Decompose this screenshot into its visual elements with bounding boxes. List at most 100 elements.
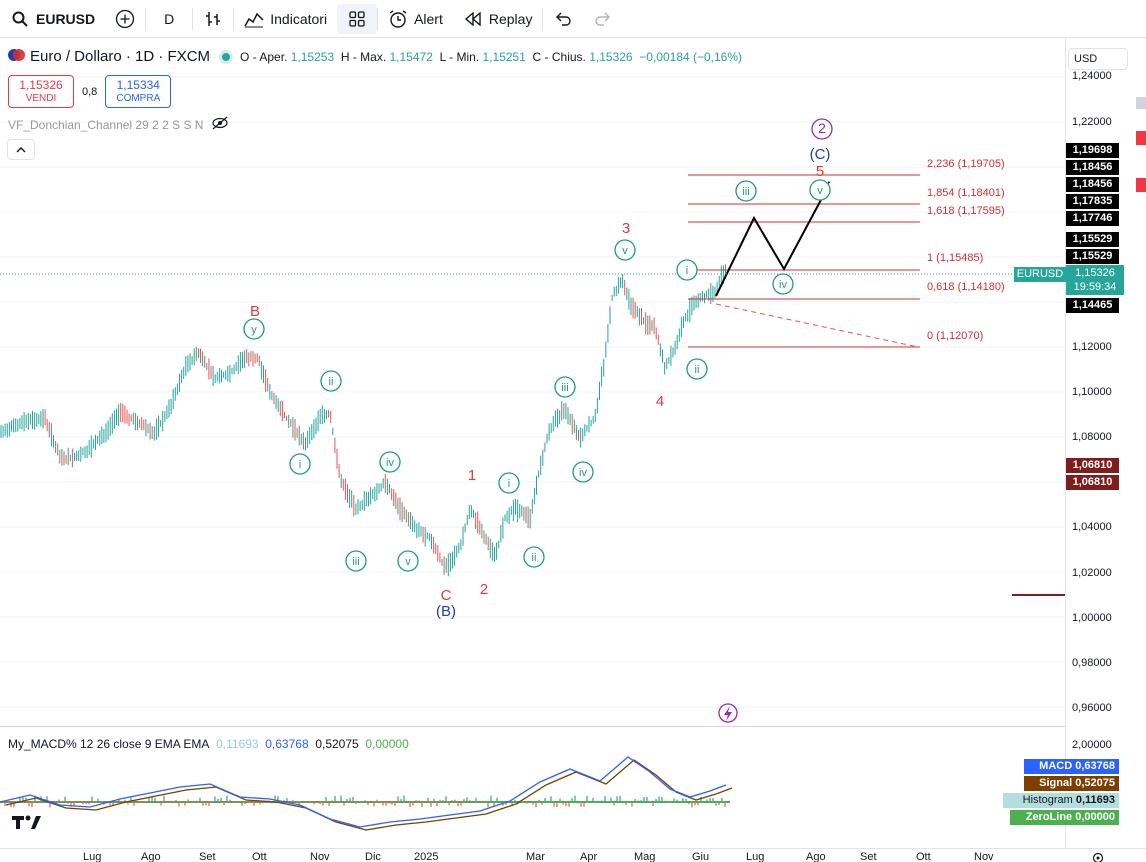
time-tick: Ago [141,851,161,862]
spread-value: 0,8 [82,85,98,98]
symbol-price-tag: EURUSD [1014,267,1066,282]
time-tick: Lug [746,851,765,862]
time-tick: Nov [974,851,994,862]
fib-levels: 2,236 (1,19705) 1,854 (1,18401) 1,618 (1… [688,158,1005,348]
time-tick: Set [199,851,216,862]
indicators-button[interactable]: Indicatori [234,0,337,38]
toolbar-divider [192,7,194,30]
chart-type-button[interactable] [193,0,233,38]
replay-button[interactable]: Replay [453,0,543,38]
price-badge: 1,14465 [1066,298,1119,313]
wave-circle [572,461,594,483]
redo-icon [593,9,613,29]
wave-label-iii-1: iii [345,550,367,572]
replay-label: Replay [488,10,533,27]
wave-label-two: 2 [480,581,488,598]
macd-badge: MACD 0,63768 [1024,759,1119,774]
symbol-search[interactable]: EURUSD [0,0,105,38]
close-label: C - Chius. [532,49,586,64]
wave-label-v-3: v [809,179,831,201]
wave-label-v-2: v [614,239,636,261]
indicators-label: Indicatori [270,10,328,27]
projection-dashed-line [715,303,919,348]
wave-text: v [622,245,628,257]
wave-label-four: 4 [656,393,664,410]
sell-button[interactable]: 1,15326 VENDI [8,75,74,108]
wave-text: iv [386,457,394,469]
interval-button[interactable]: D [164,10,175,27]
indicator-name: VF_Donchian_Channel 29 2 2 S S N [8,117,204,132]
price-badge: 1,06810 [1066,475,1119,490]
wave-text: i [686,265,688,277]
macd-badge-name: MACD [1039,760,1073,772]
wave-circle [243,318,265,340]
wave-label-iv-1: iv [379,451,401,473]
chart-title[interactable]: Euro / Dollaro · 1D · FXCM [30,48,211,65]
alert-button[interactable]: Alert [378,0,453,38]
wave-circle [345,550,367,572]
donchian-indicator-row[interactable]: VF_Donchian_Channel 29 2 2 S S N [8,116,229,133]
change-value: −0,00184 (−0,16%) [639,49,743,64]
price-tick: 1,10000 [1072,386,1112,398]
time-tick: Mag [634,851,656,862]
alert-label: Alert [414,10,443,27]
indicators-icon [244,9,264,29]
macd-legend[interactable]: My_MACD% 12 26 close 9 EMA EMA 0,11693 0… [8,737,409,751]
macd-signal-line [5,759,733,831]
high-value: 1,15472 [389,49,433,64]
wave-label-two-circle: 2 [811,118,833,140]
compare-button[interactable] [105,0,145,38]
fib-label: 1,618 (1,17595) [927,205,1005,217]
alert-marker [1136,178,1146,192]
grid-icon [347,9,367,29]
pane-divider[interactable] [0,726,1065,727]
histogram-badge: Histogram 0,11693 [1003,793,1119,808]
time-tick: Lug [83,851,102,862]
toolbar-divider [233,7,235,30]
wave-circle [735,180,757,202]
settings-gear-icon[interactable] [1092,851,1104,862]
undo-button[interactable] [543,0,583,38]
wave-label-y: y [243,318,265,340]
wave-circle [320,370,342,392]
currency-button[interactable]: USD [1068,48,1128,70]
wave-circle [523,546,545,568]
macd-main-line [0,756,727,828]
tradingview-logo[interactable] [12,814,42,835]
time-tick: Nov [310,851,330,862]
wave-text: ii [532,552,537,564]
eye-off-icon[interactable] [211,116,229,133]
sell-price: 1,15326 [19,78,63,92]
bar-chart-icon [203,9,223,29]
price-tick: 1,08000 [1072,431,1112,443]
zeroline-badge-value: 0,00000 [1075,811,1115,823]
open-value: 1,15253 [290,49,335,64]
layouts-button[interactable] [337,3,378,34]
wave-label-iv-3: iv [772,273,794,295]
time-axis[interactable] [0,848,1146,862]
buy-button[interactable]: 1,15334 COMPRA [105,75,172,108]
price-tick: 0,96000 [1072,702,1112,714]
price-chart[interactable]: 2,236 (1,19705) 1,854 (1,18401) 1,618 (1… [0,38,1065,848]
macd-chart[interactable] [0,727,1065,848]
wave-label-C: C [441,587,452,604]
fib-label: 1 (1,15485) [927,252,983,264]
macd-name: My_MACD% 12 26 close 9 EMA EMA [8,737,210,751]
lightning-icon[interactable] [718,703,738,723]
wave-label-i-3: i [676,259,698,281]
price-badge: 1,15529 [1066,249,1119,264]
wave-circle [772,273,794,295]
candles [0,264,726,577]
macd-signal-value: 0,52075 [315,737,359,751]
open-label: O - Aper. [240,49,288,64]
collapse-legend-button[interactable] [7,139,35,160]
time-tick: Ott [252,851,267,862]
price-badge: 1,17746 [1066,211,1119,226]
toolbar-divider [542,7,544,30]
redo-button[interactable] [583,0,623,38]
time-tick: Ott [916,851,931,862]
price-tick: 1,12000 [1072,341,1112,353]
wave-circle [289,453,311,475]
price-badge: 1,18456 [1066,177,1119,192]
wave-text: iv [579,467,587,479]
